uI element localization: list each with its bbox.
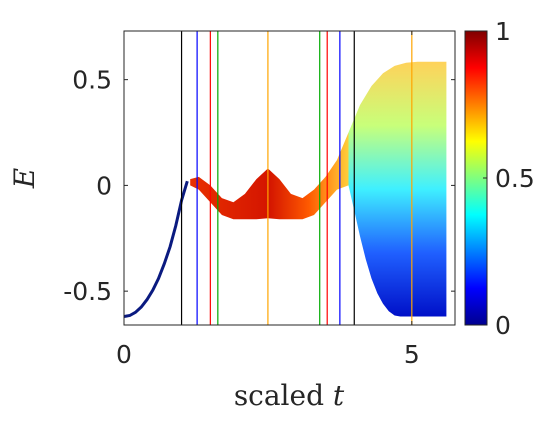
colorbar-tick-label: 0 (495, 311, 511, 340)
vertical-lines (180, 31, 413, 325)
ground-energy-curve (124, 180, 189, 318)
x-tick-label: 0 (116, 340, 132, 369)
y-axis-title: E (8, 168, 41, 189)
x-tick-label: 5 (404, 340, 420, 369)
upper-energy-band (190, 132, 349, 220)
y-tick-label: 0.5 (72, 66, 112, 95)
x-axis-title-variable: t (333, 379, 345, 412)
plot-frame (123, 30, 456, 326)
lower-energy-fan (348, 61, 447, 317)
colorbar-ticks: 10.50 (483, 17, 535, 340)
y-tick-label: 0 (96, 171, 112, 200)
x-axis-title: scaled t (234, 379, 345, 412)
y-axis-ticks: 0.5 0 -0.5 (63, 66, 455, 306)
colorbar: 10.50 (464, 17, 535, 340)
colorbar-tick-label: 0.5 (495, 164, 535, 193)
colorbar-tick-label: 1 (495, 17, 511, 46)
x-axis-title-prefix: scaled (234, 379, 333, 412)
plot-area (124, 31, 447, 325)
y-tick-label: -0.5 (63, 277, 112, 306)
